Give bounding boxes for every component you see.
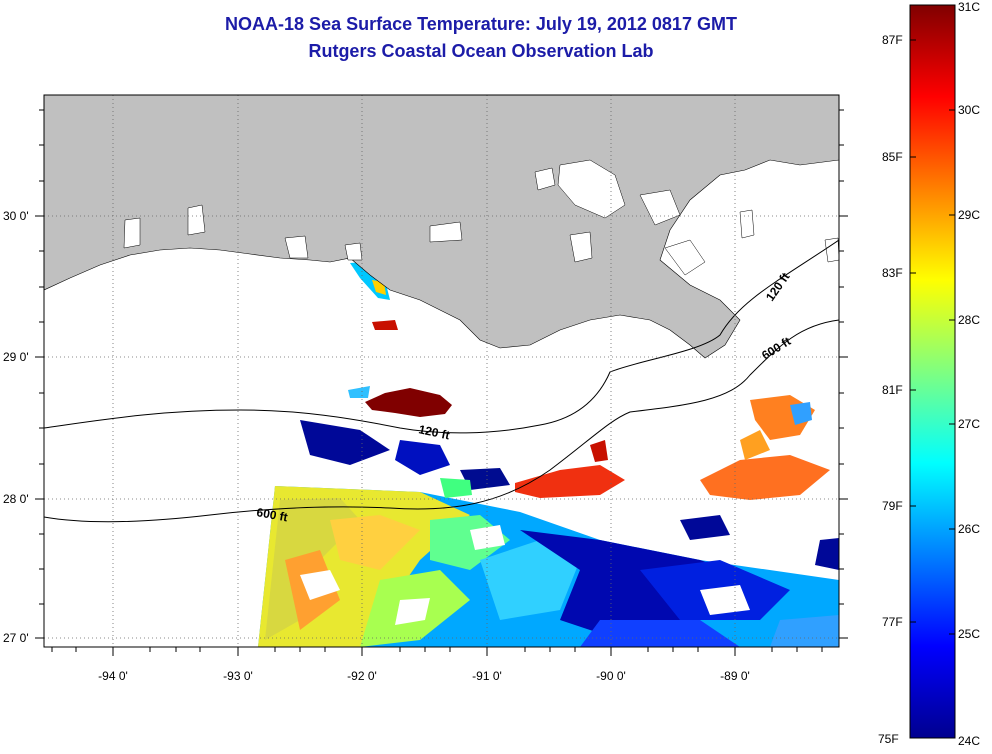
- colorbar-label-c: 28C: [958, 313, 981, 327]
- lat-label: 28 0': [3, 492, 29, 506]
- colorbar-label-f: 79F: [882, 499, 903, 513]
- colorbar-label-c: 30C: [958, 103, 981, 117]
- colorbar-label-c: 29C: [958, 208, 981, 222]
- colorbar-label-f: 81F: [882, 383, 903, 397]
- colorbar-label-f: 83F: [882, 266, 903, 280]
- colorbar-label-f: 77F: [882, 615, 903, 629]
- lon-label: -91 0': [472, 669, 502, 683]
- lat-label: 29 0': [3, 350, 29, 364]
- colorbar-label-f: 85F: [882, 150, 903, 164]
- lat-label: 27 0': [3, 631, 29, 645]
- lon-label: -93 0': [223, 669, 253, 683]
- isobath-label: 120 ft: [417, 422, 451, 442]
- colorbar-label-c: 25C: [958, 627, 981, 641]
- colorbar-label-f: 75F: [878, 732, 899, 746]
- sst-data: [258, 262, 839, 647]
- map-subtitle: Rutgers Coastal Ocean Observation Lab: [308, 41, 654, 61]
- lon-label: -92 0': [347, 669, 377, 683]
- colorbar: [909, 4, 956, 739]
- inland-water: [123, 159, 839, 276]
- colorbar-label-c: 26C: [958, 522, 981, 536]
- graticule: [44, 95, 839, 647]
- colorbar-ticks: [910, 39, 955, 635]
- colorbar-label-c: 27C: [958, 417, 981, 431]
- isobath-600ft: [44, 319, 839, 523]
- colorbar-label-c: 24C: [958, 734, 981, 748]
- map-title: NOAA-18 Sea Surface Temperature: July 19…: [225, 14, 737, 34]
- lat-label: 30 0': [3, 209, 29, 223]
- lon-label: -90 0': [596, 669, 626, 683]
- colorbar-label-c: 31C: [958, 0, 981, 14]
- isobath-label: 600 ft: [255, 505, 288, 524]
- isobath-120ft: [44, 239, 839, 434]
- frame-ticks: [35, 109, 848, 656]
- colorbar-label-f: 87F: [882, 33, 903, 47]
- lon-label: -89 0': [720, 669, 750, 683]
- lon-label: -94 0': [98, 669, 128, 683]
- map-frame: [43, 94, 840, 648]
